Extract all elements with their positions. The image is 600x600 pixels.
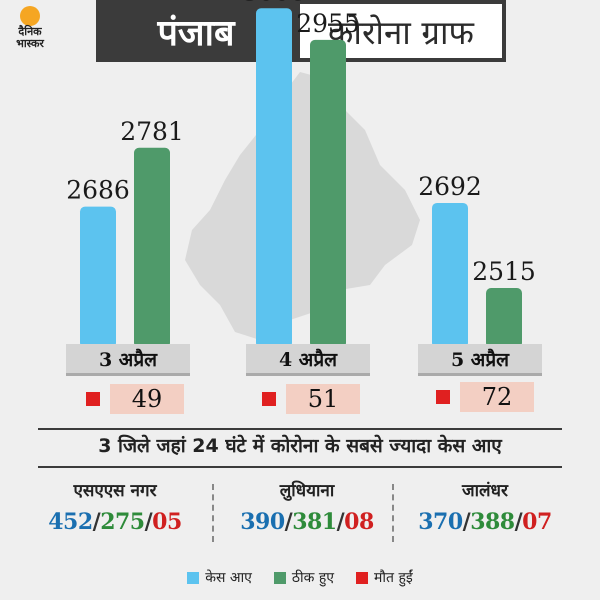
legend-swatch-deaths — [356, 571, 369, 584]
deaths-row: 49 — [86, 384, 184, 414]
bar-value-label: 2781 — [120, 117, 184, 146]
deaths-marker-icon — [436, 390, 450, 404]
district-cases: 370 — [418, 509, 463, 535]
bar-value-label: 3006 — [242, 0, 306, 6]
deaths-row: 51 — [262, 384, 360, 414]
district-deaths: 07 — [522, 509, 552, 535]
bar — [256, 8, 292, 349]
deaths-value: 49 — [110, 384, 184, 414]
logo-line1: दैनिक — [18, 25, 42, 38]
district-recovered: 275 — [100, 509, 145, 535]
district-deaths: 08 — [344, 509, 374, 535]
district-separator — [212, 484, 214, 542]
districts-title: 3 जिले जहां 24 घंटे में कोरोना के सबसे ज… — [98, 435, 502, 457]
bar — [486, 288, 522, 348]
legend-label: केस आए — [205, 570, 252, 586]
bar-value-label: 2692 — [418, 172, 482, 201]
divider — [38, 428, 562, 430]
district-recovered: 381 — [292, 509, 337, 535]
district-stats: 452/275/05 — [48, 509, 182, 535]
district-name: जालंधर — [462, 481, 508, 501]
district-deaths: 05 — [152, 509, 182, 535]
bar-value-label: 2955 — [296, 9, 360, 38]
district-item: लुधियाना 390/381/08 — [212, 478, 402, 535]
deaths-row: 72 — [436, 382, 534, 412]
legend-item-cases: केस आए — [187, 568, 252, 587]
legend-label: मौत हुईं — [374, 570, 413, 586]
date-label: 5 अप्रैल — [418, 344, 542, 376]
district-stats: 390/381/08 — [240, 509, 374, 535]
bar — [310, 39, 346, 349]
date-label: 3 अप्रैल — [66, 344, 190, 376]
district-cases: 390 — [240, 509, 285, 535]
bar — [134, 147, 170, 348]
bar-value-label: 2686 — [66, 176, 130, 205]
deaths-value: 51 — [286, 384, 360, 414]
legend-item-recovered: ठीक हुए — [273, 568, 335, 587]
punjab-map-icon — [185, 72, 420, 340]
bar-chart: 2686 2781 3006 2955 2692 2515 — [66, 0, 536, 349]
district-name: एसएएस नगर — [73, 481, 157, 501]
deaths-value: 72 — [460, 382, 534, 412]
district-cases: 452 — [48, 509, 93, 535]
date-label: 4 अप्रैल — [246, 344, 370, 376]
legend-swatch-cases — [187, 571, 200, 584]
legend-swatch-recovered — [273, 571, 286, 584]
district-item: एसएएस नगर 452/275/05 — [20, 478, 210, 535]
district-separator — [392, 484, 394, 542]
legend-label: ठीक हुए — [291, 570, 335, 586]
bar-value-label: 2515 — [472, 257, 536, 286]
divider — [38, 466, 562, 468]
district-name: लुधियाना — [279, 481, 335, 501]
logo: दैनिक भास्कर — [8, 6, 52, 54]
district-recovered: 388 — [470, 509, 515, 535]
logo-line2: भास्कर — [16, 37, 44, 50]
deaths-marker-icon — [262, 392, 276, 406]
legend: केस आए ठीक हुए मौत हुईं — [0, 568, 600, 587]
logo-sun-icon — [20, 6, 40, 26]
district-stats: 370/388/07 — [418, 509, 552, 535]
bar — [80, 206, 116, 348]
legend-item-deaths: मौत हुईं — [356, 568, 413, 587]
deaths-marker-icon — [86, 392, 100, 406]
district-item: जालंधर 370/388/07 — [390, 478, 580, 535]
bar — [432, 202, 468, 348]
